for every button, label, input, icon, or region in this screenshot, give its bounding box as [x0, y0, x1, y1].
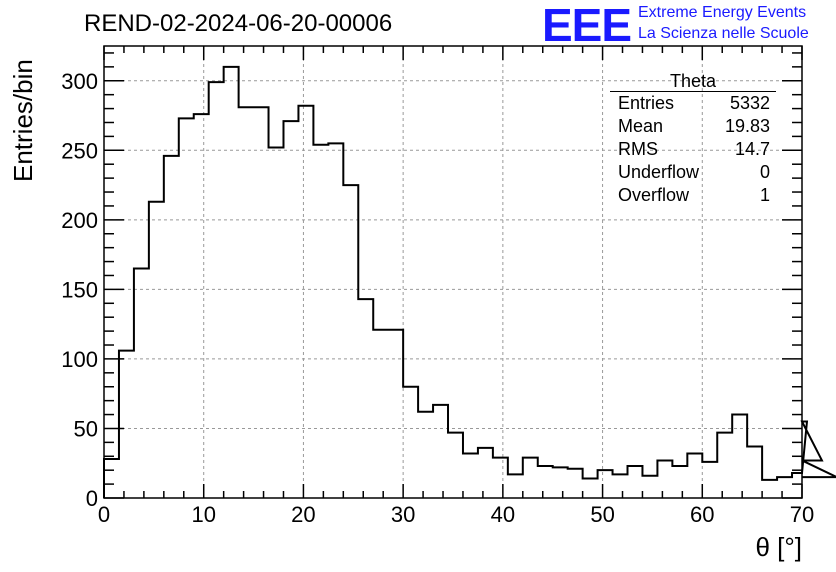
- x-tick-labels: 0 10 20 30 40 50 60 70: [98, 502, 814, 527]
- stats-row-rms: RMS 14.7: [610, 138, 776, 161]
- axis-ticks: [103, 46, 803, 499]
- x-tick-label: 20: [291, 502, 315, 527]
- logo-subtitle-line2: La Scienza nelle Scuole: [638, 25, 809, 42]
- stats-value: 19.83: [724, 116, 770, 136]
- x-tick-label: 10: [191, 502, 215, 527]
- y-tick-label: 100: [61, 347, 98, 372]
- stats-value: 1: [759, 185, 770, 205]
- grid-lines: [104, 46, 802, 498]
- logo-subtitle-line1: Extreme Energy Events: [638, 4, 807, 21]
- stats-label: Overflow: [618, 185, 690, 205]
- stats-label: Underflow: [618, 162, 700, 182]
- stats-row-mean: Mean 19.83: [610, 115, 776, 138]
- x-tick-label: 70: [790, 502, 814, 527]
- y-tick-label: 250: [61, 138, 98, 163]
- y-tick-label: 200: [61, 208, 98, 233]
- stats-label: Mean: [618, 116, 664, 136]
- stats-row-entries: Entries 5332: [610, 92, 776, 115]
- plot-frame: [103, 45, 803, 499]
- y-tick-label: 0: [86, 486, 98, 511]
- x-tick-label: 40: [491, 502, 515, 527]
- stats-row-underflow: Underflow 0: [610, 161, 776, 184]
- x-tick-label: 60: [690, 502, 714, 527]
- chart-title: REND-02-2024-06-20-00006: [84, 10, 393, 37]
- y-tick-label: 150: [61, 277, 98, 302]
- x-axis-label: θ [°]: [755, 532, 802, 562]
- stats-value: 5332: [729, 93, 770, 113]
- stats-label: Entries: [618, 93, 675, 113]
- stats-row-overflow: Overflow 1: [610, 184, 776, 207]
- stats-value: 0: [759, 162, 770, 182]
- stats-value: 14.7: [734, 139, 770, 159]
- x-tick-label: 0: [98, 502, 110, 527]
- eee-logo: EEE: [542, 0, 632, 51]
- y-tick-label: 50: [74, 416, 98, 441]
- stats-label: RMS: [618, 139, 658, 159]
- histogram-line: [103, 65, 836, 498]
- x-tick-label: 50: [590, 502, 614, 527]
- stats-box: Theta Entries 5332 Mean 19.83 RMS 14.7 U…: [610, 72, 776, 207]
- y-axis-label: Entries/bin: [8, 59, 38, 182]
- y-tick-label: 300: [61, 69, 98, 94]
- x-tick-label: 30: [391, 502, 415, 527]
- stats-title: Theta: [610, 72, 776, 92]
- y-tick-labels: 0 50 100 150 200 250 300: [61, 69, 98, 511]
